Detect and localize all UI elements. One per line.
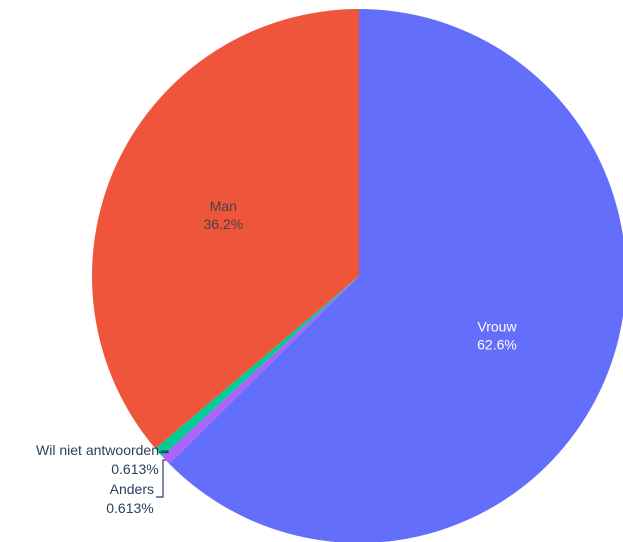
leader-line-anders [156,459,166,498]
pie-slice-wil-niet-antwoorden[interactable] [155,276,359,457]
slice-percent-man: 36.2% [203,216,243,232]
pie-slice-vrouw[interactable] [169,9,623,542]
pie-slice-anders[interactable] [162,276,359,464]
leader-line-wil-niet-antwoorden [158,450,169,454]
pie-labels: Vrouw 62.6% Man 36.2% Anders 0.613% Wil niet a… [36,198,517,516]
slice-label-anders: Anders [110,481,154,497]
slice-percent-wil-niet-antwoorden: 0.613% [111,461,158,477]
slice-percent-anders: 0.613% [106,500,153,516]
slice-label-man: Man [210,198,237,214]
slice-label-wil-niet-antwoorden: Wil niet antwoorden [36,442,159,458]
pie-slice-man[interactable] [91,9,359,449]
pie-slices [91,9,623,542]
slice-percent-vrouw: 62.6% [477,337,517,353]
slice-label-vrouw: Vrouw [477,319,517,335]
